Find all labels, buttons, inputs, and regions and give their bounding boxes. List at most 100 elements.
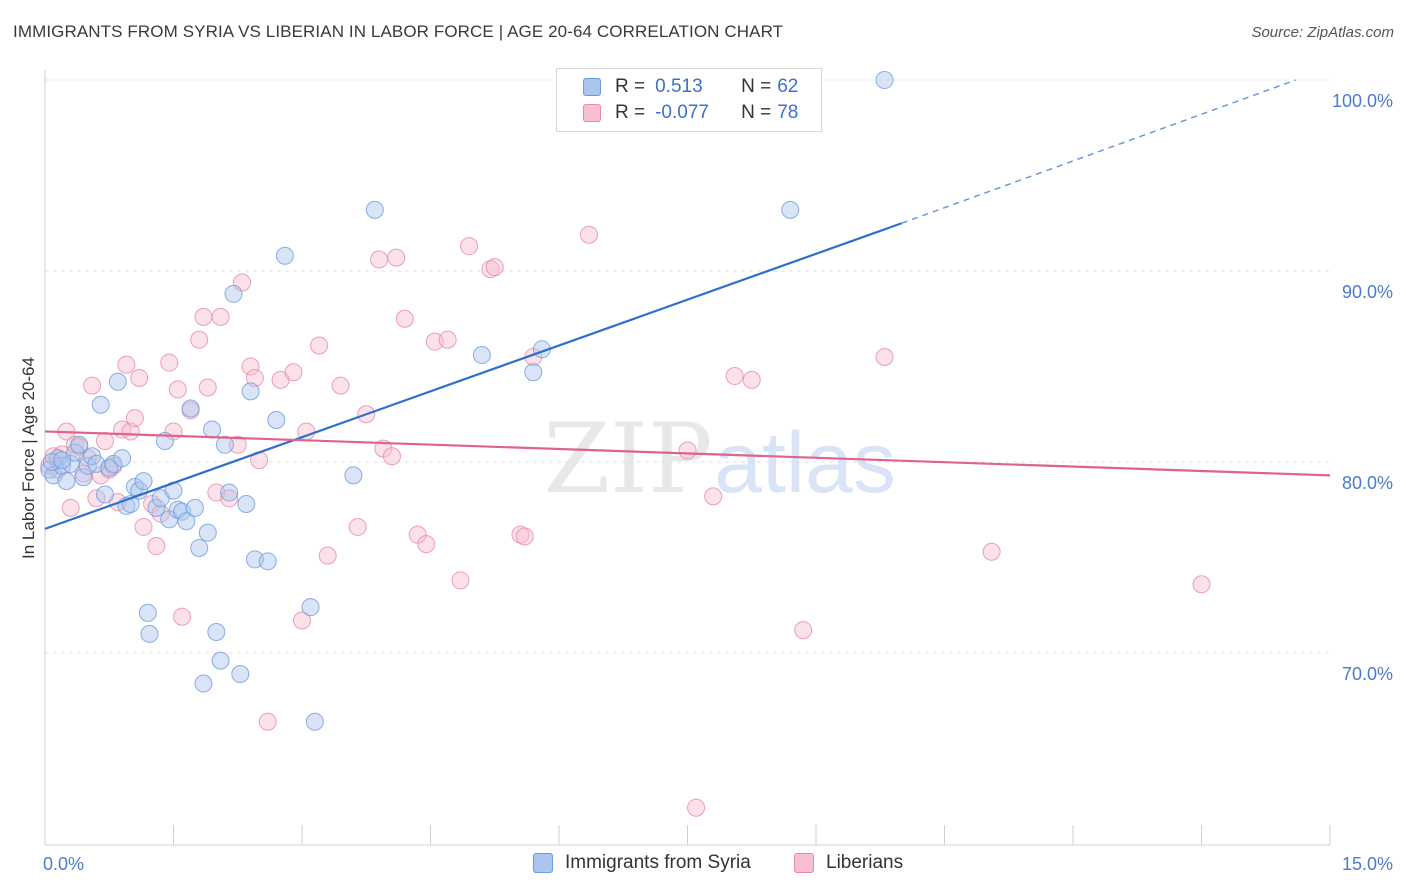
grid-layer xyxy=(45,79,1330,654)
watermark: ZIP atlas xyxy=(543,403,895,515)
syria-point xyxy=(190,538,209,557)
liberian-point xyxy=(160,353,179,372)
syria-trend-extension xyxy=(901,79,1296,224)
syria-point xyxy=(365,200,384,219)
legend-n-value: 62 xyxy=(777,76,799,97)
series-legend-liberians: Liberians xyxy=(794,852,903,874)
syria-point xyxy=(198,523,217,542)
watermark-atlas: atlas xyxy=(714,415,896,511)
syria-point xyxy=(185,498,204,517)
legend-r-label: R = xyxy=(615,76,646,97)
liberian-point xyxy=(194,307,213,326)
liberian-point xyxy=(83,376,102,395)
legend-r-label: R = xyxy=(615,102,646,123)
series-legend-label: Liberians xyxy=(826,852,904,873)
syria-point xyxy=(224,284,243,303)
liberian-point xyxy=(121,422,140,441)
legend-r-value: -0.077 xyxy=(655,102,709,123)
liberian-point xyxy=(190,330,209,349)
liberian-point xyxy=(245,368,264,387)
syria-point xyxy=(53,451,72,470)
series-legend: Immigrants from Syria Liberians xyxy=(0,852,1406,878)
liberian-point xyxy=(485,258,504,277)
syria-point xyxy=(113,449,132,468)
syria-point xyxy=(875,71,894,89)
liberian-point xyxy=(875,347,894,366)
legend-swatch-syria xyxy=(583,78,601,96)
liberian-point xyxy=(134,517,153,536)
legend-r-value: 0.513 xyxy=(655,76,703,97)
liberian-point xyxy=(348,517,367,536)
legend-n-label: N = xyxy=(741,102,772,123)
syria-point xyxy=(138,603,157,622)
liberian-point xyxy=(982,542,1001,561)
watermark-zip: ZIP xyxy=(543,403,712,515)
liberian-point xyxy=(417,535,436,554)
syria-point xyxy=(472,346,491,365)
liberian-point xyxy=(130,368,149,387)
syria-point xyxy=(95,485,114,504)
liberian-point xyxy=(382,447,401,466)
liberian-point xyxy=(370,250,389,269)
syria-point xyxy=(74,468,93,487)
chart-title: IMMIGRANTS FROM SYRIA VS LIBERIAN IN LAB… xyxy=(13,22,784,41)
liberian-point xyxy=(125,409,144,428)
x-tick-label: 0.0% xyxy=(43,854,84,874)
liberian-point xyxy=(579,225,598,244)
liberian-point xyxy=(147,537,166,556)
syria-point xyxy=(203,420,222,439)
syria-point xyxy=(207,622,226,641)
liberian-point xyxy=(794,621,813,640)
liberian-point xyxy=(515,527,534,546)
liberian-point xyxy=(117,355,136,374)
liberian-point xyxy=(687,798,706,817)
syria-point xyxy=(220,483,239,502)
syria-point xyxy=(104,454,123,473)
liberian-point xyxy=(258,712,277,731)
liberian-point xyxy=(678,441,697,460)
syria-trend-line xyxy=(44,222,903,530)
liberian-trend-line xyxy=(44,430,1331,477)
syria-point xyxy=(215,435,234,454)
liberian-point xyxy=(198,378,217,397)
liberian-point xyxy=(293,611,311,630)
liberian-point xyxy=(331,376,350,395)
series-legend-syria: Immigrants from Syria xyxy=(533,852,751,874)
syria-point xyxy=(140,624,159,643)
liberian-point xyxy=(1192,575,1211,594)
series-swatch-syria xyxy=(533,853,553,873)
legend-row-syria: R = 0.513 N = 62 xyxy=(583,75,798,99)
legend-swatch-liberians xyxy=(583,104,601,122)
series-legend-label: Immigrants from Syria xyxy=(565,852,751,873)
syria-point xyxy=(258,552,277,571)
syria-point xyxy=(275,246,294,265)
liberian-point xyxy=(704,487,723,506)
liberian-point xyxy=(211,307,230,326)
y-tick-label: 70.0% xyxy=(1342,664,1393,684)
legend-row-liberians: R = -0.077 N = 78 xyxy=(583,101,798,125)
liberian-point xyxy=(228,435,247,454)
syria-point xyxy=(91,395,110,414)
liberian-point xyxy=(284,363,303,382)
liberian-point xyxy=(241,357,260,376)
syria-point xyxy=(134,472,153,491)
syria-point xyxy=(181,399,200,418)
liberian-point xyxy=(742,370,761,389)
liberian-point xyxy=(438,330,457,349)
points-layer xyxy=(40,71,1211,817)
liberian-point xyxy=(95,431,114,450)
liberian-point xyxy=(395,309,414,328)
trend-layer xyxy=(44,79,1331,530)
syria-point xyxy=(108,372,127,391)
syria-point xyxy=(241,382,260,401)
source-label: Source: ZipAtlas.com xyxy=(1251,24,1394,41)
syria-point xyxy=(147,498,166,517)
syria-point xyxy=(524,363,543,382)
liberian-point xyxy=(310,336,329,355)
liberian-point xyxy=(318,546,337,565)
legend-n-value: 78 xyxy=(777,102,799,123)
syria-point xyxy=(231,665,250,684)
liberian-point xyxy=(725,367,744,386)
syria-point xyxy=(267,410,286,429)
